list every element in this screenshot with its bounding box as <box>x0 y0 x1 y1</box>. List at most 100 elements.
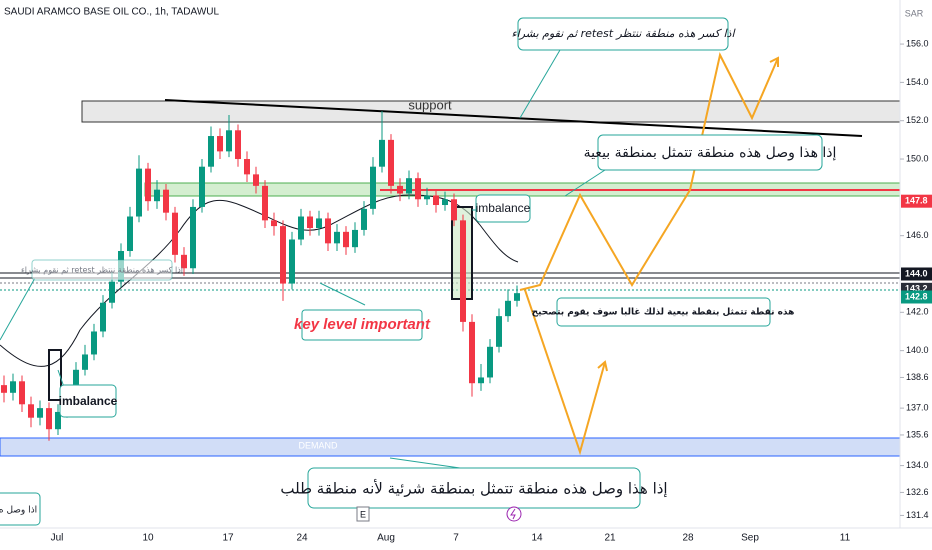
candle-body <box>316 218 322 229</box>
y-tick-label: 150.0 <box>906 153 929 163</box>
candle-body <box>172 212 178 255</box>
chart-title: SAUDI ARAMCO BASE OIL CO., 1h, TADAWUL <box>4 7 219 18</box>
candle-body <box>37 408 43 418</box>
x-tick-label: 10 <box>142 533 154 544</box>
candle-body <box>163 189 169 213</box>
candle-body <box>307 216 313 229</box>
x-tick-label: Jul <box>51 533 64 544</box>
callout-box <box>307 467 641 509</box>
candle-body <box>199 166 205 207</box>
candle-body <box>289 239 295 284</box>
trend-line <box>164 99 863 137</box>
callout-box <box>301 309 423 341</box>
imbalance-box <box>48 349 62 401</box>
candle-body <box>280 226 286 284</box>
event-marker[interactable] <box>356 506 370 522</box>
candle-body <box>325 218 331 244</box>
candle-body <box>478 377 484 384</box>
callout-box <box>517 17 729 51</box>
y-tick-label: 138.6 <box>906 372 929 382</box>
arrow-head <box>597 360 608 372</box>
price-label-bg <box>901 267 932 281</box>
candle-body <box>19 381 25 405</box>
callout-text: imbalance <box>59 394 118 408</box>
callout-text: إذا هذا وصل هذه منطقة تتمثل بمنطقة شرئية… <box>280 479 667 498</box>
connector <box>319 282 366 306</box>
candle-body <box>343 231 349 248</box>
candle-body <box>397 185 403 194</box>
candle-body <box>217 136 223 152</box>
x-tick-label: 7 <box>453 533 459 544</box>
candle-body <box>208 136 214 167</box>
support-zone <box>81 100 901 123</box>
candle-body <box>469 321 475 384</box>
callout-box <box>475 194 531 223</box>
candle-body <box>352 229 358 248</box>
candle-body <box>406 178 412 194</box>
y-tick-label: 131.4 <box>906 510 929 520</box>
x-tick-label: 17 <box>222 533 234 544</box>
x-tick-label: 14 <box>531 533 543 544</box>
candle-body <box>433 195 439 206</box>
candle-body <box>262 185 268 221</box>
callout-box <box>597 134 823 171</box>
y-tick-label: 142.0 <box>906 307 929 317</box>
candle-body <box>253 174 259 186</box>
candle-body <box>442 199 448 206</box>
candle-body <box>82 354 88 370</box>
dividend-icon <box>510 508 516 520</box>
candle-body <box>451 199 457 221</box>
candle-body <box>91 331 97 355</box>
candle-body <box>496 316 502 347</box>
y-tick-label: 140.0 <box>906 345 929 355</box>
price-label: 142.8 <box>905 291 928 301</box>
projection-path <box>524 289 606 456</box>
price-label: 143.2 <box>905 284 928 294</box>
candle-body <box>46 408 52 430</box>
x-tick-label: 28 <box>682 533 694 544</box>
candle-body <box>73 369 79 397</box>
candle-body <box>415 178 421 200</box>
candle-body <box>127 216 133 252</box>
candle-body <box>514 293 520 301</box>
zone-label: support <box>408 97 452 112</box>
price-label: 147.8 <box>905 196 928 206</box>
candle-body <box>136 168 142 217</box>
candle-body <box>226 130 232 152</box>
x-tick-label: Sep <box>741 533 759 544</box>
y-tick-label: 146.0 <box>906 230 929 240</box>
callout-box <box>59 384 117 418</box>
candle-body <box>190 206 196 269</box>
y-tick-label: 137.0 <box>906 402 929 412</box>
x-tick-label: 11 <box>840 533 851 544</box>
candle-body <box>370 166 376 209</box>
candle-body <box>181 254 187 269</box>
connector <box>389 457 461 469</box>
candle-body <box>487 346 493 378</box>
candle-body <box>460 220 466 322</box>
callout-box <box>0 492 41 526</box>
dividend-marker[interactable] <box>506 506 522 522</box>
price-label-bg <box>901 194 932 208</box>
callout-box <box>31 259 173 281</box>
candle-body <box>154 189 160 202</box>
candle-body <box>244 159 250 175</box>
arrow-head <box>769 56 779 67</box>
callout-text: هذه نقطة تتمثل بنقطة بيعية لذلك غالبا سو… <box>532 308 795 318</box>
y-tick-label: 154.0 <box>906 77 929 87</box>
callout-box <box>556 297 771 327</box>
y-tick-label: 135.6 <box>906 429 929 439</box>
y-tick-label: 152.0 <box>906 115 929 125</box>
candle-body <box>388 139 394 186</box>
candle-body <box>10 381 16 393</box>
x-tick-label: 21 <box>604 533 616 544</box>
callout-text: imbalance <box>476 201 531 215</box>
candle-body <box>361 208 367 230</box>
candles <box>1 111 520 441</box>
y-tick-label: 132.6 <box>906 487 929 497</box>
event-label[interactable]: E <box>360 509 366 519</box>
candle-body <box>28 404 34 418</box>
callout-text: اذا وصل ه <box>0 506 37 516</box>
zone-label: DEMAND <box>298 440 338 450</box>
candle-body <box>55 411 61 430</box>
